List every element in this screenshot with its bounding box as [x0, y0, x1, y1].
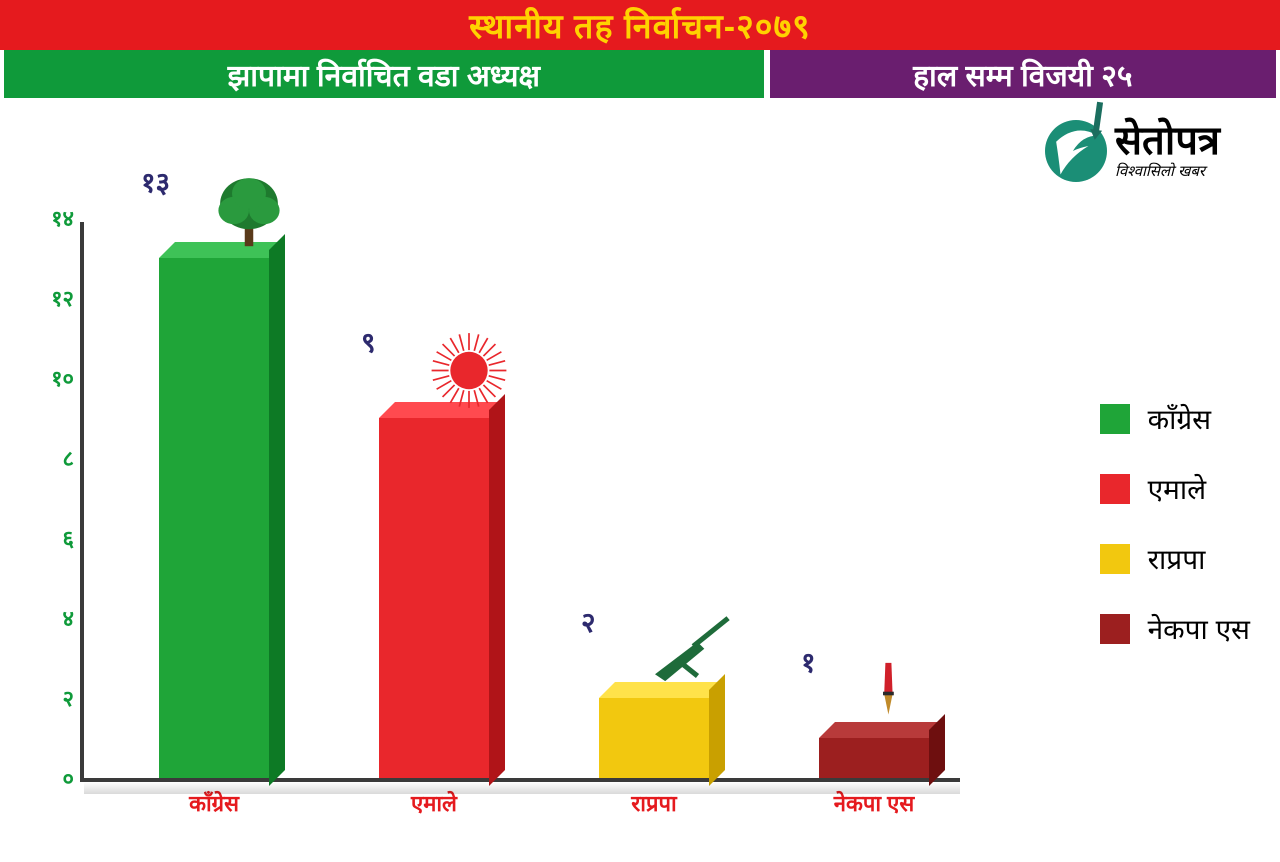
party-symbol-icon — [859, 648, 959, 733]
bar-chart: ० २ ४ ६ ८ १० १२ १४ १३ काँग्रेस ९ एमाले २ — [30, 192, 1030, 832]
ytick-label: ८ — [29, 443, 74, 473]
legend-label: नेकपा एस — [1148, 610, 1250, 648]
brand-logo: सेतोपत्र विश्वासिलो खबर — [1045, 120, 1220, 182]
party-symbol-icon — [639, 608, 739, 693]
ytick-label: ४ — [29, 603, 74, 633]
brand-logo-icon — [1045, 120, 1107, 182]
party-symbol-icon — [199, 168, 299, 253]
bar-category-label: एमाले — [344, 788, 524, 818]
chart-bar: १ नेकपा एस — [819, 738, 929, 778]
chart-legend: काँग्रेस एमाले राप्रपा नेकपा एस — [1100, 400, 1250, 648]
legend-label: काँग्रेस — [1148, 400, 1211, 438]
sub-banner-row: झापामा निर्वाचित वडा अध्यक्ष हाल सम्म वि… — [0, 50, 1280, 98]
ytick-label: २ — [29, 683, 74, 713]
bar-category-label: नेकपा एस — [784, 788, 964, 818]
legend-item: राप्रपा — [1100, 540, 1250, 578]
ytick-label: १० — [29, 363, 74, 393]
party-symbol-icon — [419, 328, 519, 413]
legend-swatch — [1100, 474, 1130, 504]
chart-bar: १३ काँग्रेस — [159, 258, 269, 778]
legend-item: एमाले — [1100, 470, 1250, 508]
bar-category-label: राप्रपा — [564, 788, 744, 818]
ytick-label: ६ — [29, 523, 74, 553]
ytick-label: १४ — [29, 203, 74, 233]
sub-banner-right: हाल सम्म विजयी २५ — [770, 50, 1276, 98]
bar-value-label: ९ — [361, 323, 376, 361]
chart-bar: २ राप्रपा — [599, 698, 709, 778]
brand-logo-tagline: विश्वासिलो खबर — [1115, 161, 1220, 181]
brand-logo-text: सेतोपत्र — [1115, 121, 1220, 161]
bar-value-label: १ — [801, 643, 816, 681]
legend-swatch — [1100, 404, 1130, 434]
legend-swatch — [1100, 614, 1130, 644]
chart-plot: ०२४६८१०१२१४ १३ काँग्रेस ९ एमाले २ — [80, 222, 960, 782]
header-banner: स्थानीय तह निर्वाचन-२०७९ — [0, 0, 1280, 50]
bar-category-label: काँग्रेस — [124, 788, 304, 818]
legend-item: काँग्रेस — [1100, 400, 1250, 438]
bar-value-label: २ — [581, 603, 596, 641]
ytick-label: ० — [29, 763, 74, 793]
sub-banner-left: झापामा निर्वाचित वडा अध्यक्ष — [4, 50, 764, 98]
legend-label: राप्रपा — [1148, 540, 1206, 578]
chart-bar: ९ एमाले — [379, 418, 489, 778]
legend-label: एमाले — [1148, 470, 1206, 508]
bar-value-label: १३ — [141, 163, 170, 201]
legend-swatch — [1100, 544, 1130, 574]
ytick-label: १२ — [29, 283, 74, 313]
legend-item: नेकपा एस — [1100, 610, 1250, 648]
